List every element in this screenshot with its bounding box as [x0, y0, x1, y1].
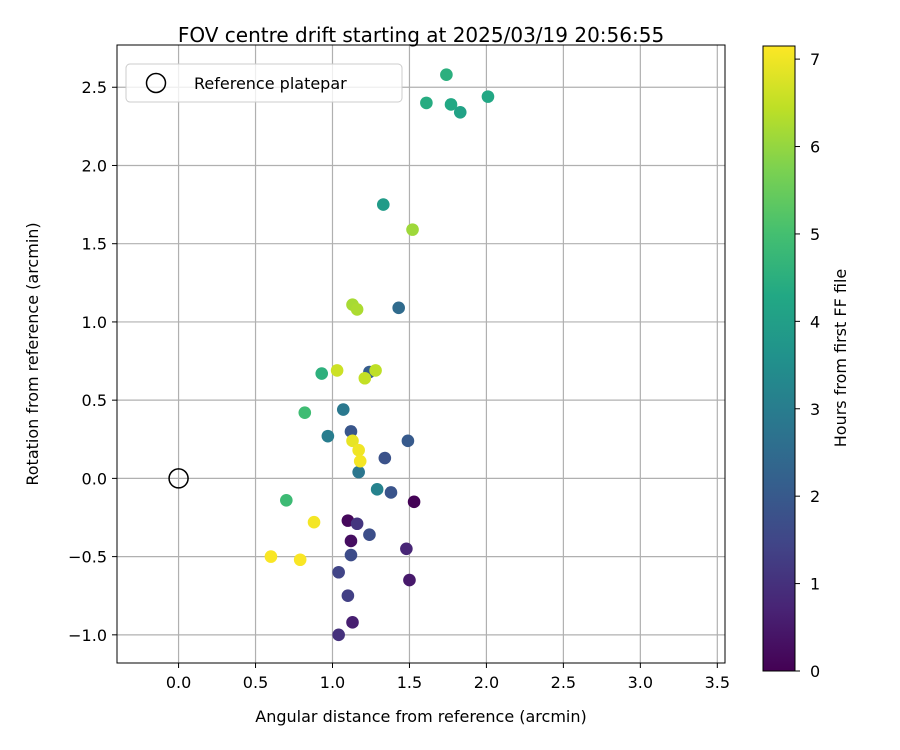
x-tick-label: 3.5 [705, 673, 730, 692]
x-tick-label: 2.0 [474, 673, 499, 692]
data-point [293, 553, 307, 567]
y-tick-label: −0.5 [68, 548, 107, 567]
data-point [346, 616, 359, 629]
data-point [392, 301, 405, 315]
chart-title: FOV centre drift starting at 2025/03/19 … [178, 23, 664, 47]
grid-lines [117, 45, 725, 663]
x-axis-label: Angular distance from reference (arcmin) [255, 707, 586, 726]
data-point [280, 493, 293, 507]
data-point [330, 364, 344, 377]
data-point [406, 223, 419, 236]
data-point [353, 454, 367, 468]
data-point [444, 98, 458, 111]
colorbar-tick-label: 2 [810, 487, 820, 506]
data-point [332, 628, 345, 642]
colorbar-tick-label: 5 [810, 225, 820, 244]
x-tick-label: 3.0 [628, 673, 653, 692]
data-point [400, 542, 413, 556]
y-tick-label: −1.0 [68, 626, 107, 645]
y-axis-label: Rotation from reference (arcmin) [23, 222, 42, 485]
x-tick-label: 0.0 [166, 673, 191, 692]
data-point [344, 425, 358, 438]
data-point [378, 451, 392, 465]
data-point [321, 429, 335, 443]
y-tick-label: 2.5 [82, 78, 107, 97]
data-point [350, 303, 364, 316]
x-tick-label: 2.5 [551, 673, 576, 692]
colorbar-tick-label: 6 [810, 138, 820, 157]
data-point [332, 565, 345, 579]
data-point [376, 198, 390, 211]
data-point [298, 406, 312, 419]
colorbar-ticks: 0 1 2 3 4 5 6 7 [795, 50, 820, 681]
x-tick-label: 1.5 [397, 673, 422, 692]
colorbar-tick-label: 7 [810, 50, 820, 69]
data-point [401, 434, 415, 448]
data-point [346, 434, 359, 448]
data-point [350, 517, 364, 531]
data-point [481, 90, 495, 103]
y-tick-label: 0.0 [82, 469, 107, 488]
reference-marker [168, 468, 189, 489]
legend-label: Reference platepar [194, 74, 347, 93]
data-point [453, 105, 467, 119]
data-points [264, 68, 495, 642]
colorbar-tick-label: 1 [810, 575, 820, 594]
data-point [352, 443, 365, 457]
colorbar-tick-label: 4 [810, 312, 820, 331]
colorbar-tick-label: 3 [810, 400, 820, 419]
reference-point [168, 468, 189, 489]
colorbar-frame [762, 45, 796, 672]
data-point [352, 465, 365, 479]
data-point [384, 486, 398, 499]
colorbar: 0 1 2 3 4 5 6 7 Hours from first FF file [762, 45, 850, 681]
x-axis-ticks: 0.0 0.5 1.0 1.5 2.0 2.5 3.0 3.5 [166, 663, 730, 692]
data-point [363, 528, 376, 542]
data-point [407, 495, 421, 509]
data-point [369, 364, 382, 377]
data-point [315, 367, 329, 380]
x-tick-label: 1.0 [320, 673, 345, 692]
plot-frame [116, 44, 726, 664]
data-point [370, 483, 384, 496]
x-tick-label: 0.5 [243, 673, 268, 692]
data-point [344, 534, 358, 548]
data-point [264, 550, 278, 563]
colorbar-gradient [763, 46, 795, 671]
colorbar-label: Hours from first FF file [831, 269, 850, 448]
data-point [420, 96, 433, 110]
y-tick-label: 0.5 [82, 391, 107, 410]
legend: Reference platepar [125, 63, 403, 103]
y-tick-label: 1.5 [82, 235, 107, 254]
data-point [440, 68, 453, 82]
data-point [403, 573, 416, 587]
legend-box [125, 63, 403, 103]
data-point [307, 515, 321, 529]
data-point [358, 371, 372, 385]
y-tick-label: 2.0 [82, 156, 107, 175]
y-axis-ticks: −1.0 −0.5 0.0 0.5 1.0 1.5 2.0 2.5 [68, 78, 117, 645]
y-tick-label: 1.0 [82, 313, 107, 332]
legend-marker-icon [145, 72, 167, 94]
data-point [341, 589, 355, 603]
data-point [336, 403, 350, 416]
data-point [344, 548, 358, 562]
colorbar-tick-label: 0 [810, 662, 820, 681]
